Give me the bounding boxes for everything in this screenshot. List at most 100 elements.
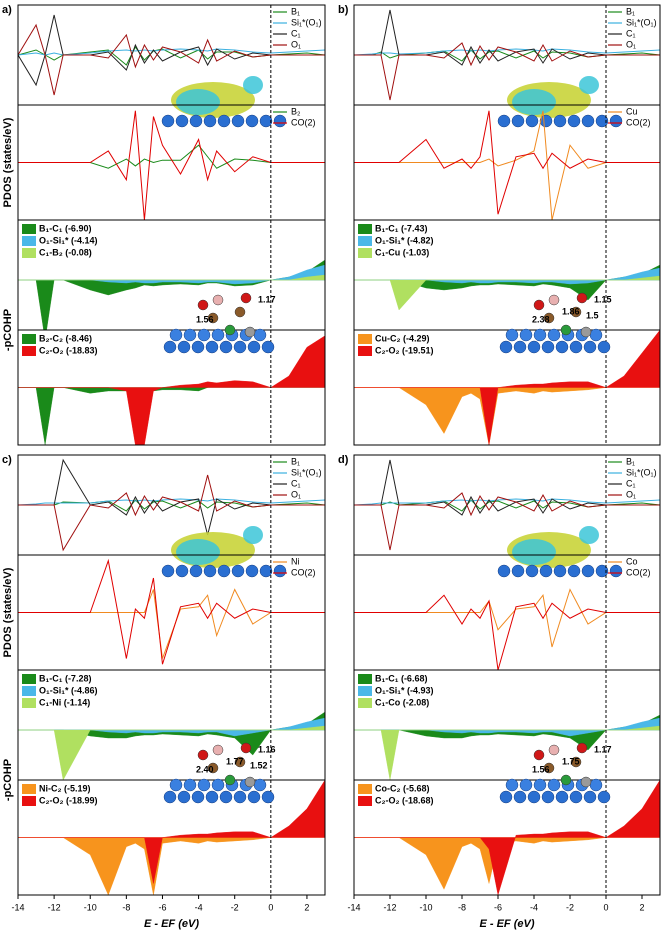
- atom: [161, 564, 175, 578]
- atom: [234, 306, 246, 318]
- bond-length: 2.38: [532, 314, 550, 324]
- legend-label: CO(2): [626, 117, 651, 127]
- legend-label: CO(2): [291, 117, 316, 127]
- atom: [177, 790, 191, 804]
- atom: [163, 790, 177, 804]
- x-tick-label: -8: [458, 902, 466, 912]
- atom: [595, 564, 609, 578]
- plot-area: [18, 458, 325, 552]
- bond-length: 1.75: [562, 756, 580, 766]
- legend-label: O₁: [291, 39, 301, 49]
- atom: [513, 340, 527, 354]
- bond-length: 1.17: [258, 294, 276, 304]
- legend-label: B₁-C₁ (-7.43): [375, 223, 427, 233]
- plot-area: [18, 259, 325, 330]
- atom: [576, 742, 588, 754]
- atom: [259, 114, 273, 128]
- atom: [234, 756, 246, 768]
- x-tick-label: -12: [383, 902, 396, 912]
- atom: [580, 776, 592, 788]
- atom: [261, 790, 275, 804]
- y-axis-label: -pCOHP: [2, 759, 14, 801]
- legend-label: C₁: [626, 28, 636, 38]
- atom: [497, 114, 511, 128]
- atom: [555, 790, 569, 804]
- legend-label: Co: [626, 556, 638, 566]
- line: [354, 459, 660, 516]
- line: [18, 48, 325, 56]
- atom: [273, 114, 287, 128]
- atom: [244, 776, 256, 788]
- legend-label: C₁-Cu (-1.03): [375, 247, 429, 257]
- isosurface: [243, 526, 263, 544]
- legend-label: B₁: [291, 6, 300, 16]
- x-tick-label: -10: [419, 902, 432, 912]
- axes-frame: [353, 779, 661, 896]
- atom: [511, 114, 525, 128]
- atom: [553, 564, 567, 578]
- legend-label: B₁: [291, 456, 300, 466]
- isosurface: [176, 89, 220, 115]
- x-tick-label: -8: [122, 902, 130, 912]
- legend-label: B₂-C₂ (-8.46): [39, 333, 92, 343]
- legend-label: C₂-O₂ (-18.99): [39, 795, 98, 805]
- line: [18, 458, 325, 536]
- legend-label: C₂-O₂ (-18.83): [39, 345, 98, 355]
- plot-area: [354, 459, 660, 551]
- legend-swatch: [22, 334, 36, 344]
- atom: [183, 328, 197, 342]
- atom: [247, 340, 261, 354]
- axes-frame: [17, 329, 326, 446]
- x-tick-label: 0: [603, 902, 608, 912]
- atom: [219, 340, 233, 354]
- bond-length: 1.77: [226, 756, 244, 766]
- atom: [541, 790, 555, 804]
- atom: [205, 790, 219, 804]
- legend-swatch: [22, 674, 36, 684]
- legend-swatch: [358, 224, 372, 234]
- atom: [261, 340, 275, 354]
- plot-area: [354, 588, 660, 670]
- atom: [224, 774, 236, 786]
- line: [354, 9, 660, 66]
- legend-label: C₂-O₂ (-19.51): [375, 345, 434, 355]
- atom: [183, 778, 197, 792]
- area: [354, 275, 660, 311]
- atom: [253, 778, 267, 792]
- atom: [519, 328, 533, 342]
- pdos-inset: [497, 526, 623, 578]
- atom: [233, 340, 247, 354]
- atom: [583, 340, 597, 354]
- atom: [203, 564, 217, 578]
- atom: [543, 312, 555, 324]
- atom: [543, 762, 555, 774]
- x-tick-label: -2: [231, 902, 239, 912]
- x-tick-label: -4: [530, 902, 538, 912]
- atom: [547, 328, 561, 342]
- plot-area: [18, 14, 325, 96]
- line: [18, 588, 325, 659]
- x-tick-label: -6: [158, 902, 166, 912]
- atom: [576, 292, 588, 304]
- bond-length: 1.52: [250, 760, 268, 770]
- legend-label: CO(2): [291, 567, 316, 577]
- atom: [533, 299, 545, 311]
- legend-swatch: [22, 346, 36, 356]
- legend-label: Ni: [291, 556, 300, 566]
- legend-swatch: [22, 698, 36, 708]
- x-tick-label: -12: [48, 902, 61, 912]
- atom: [161, 114, 175, 128]
- x-tick-label: 0: [268, 902, 273, 912]
- atom: [175, 114, 189, 128]
- atom: [197, 299, 209, 311]
- atom: [555, 340, 569, 354]
- atom: [589, 778, 603, 792]
- axes-frame: [17, 779, 326, 896]
- area: [18, 352, 325, 445]
- atom: [570, 756, 582, 768]
- legend-label: Co-C₂ (-5.68): [375, 783, 430, 793]
- isosurface: [243, 76, 263, 94]
- legend-swatch: [22, 686, 36, 696]
- atom: [212, 744, 224, 756]
